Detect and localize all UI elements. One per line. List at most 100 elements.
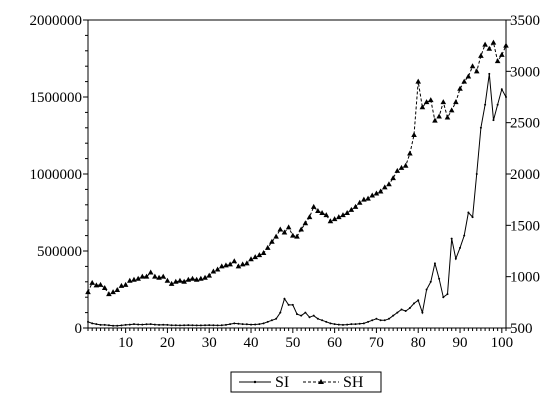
point-SH bbox=[331, 216, 338, 222]
point-SI bbox=[325, 320, 328, 323]
point-SI bbox=[450, 237, 453, 240]
series-layer bbox=[85, 39, 509, 327]
point-SI bbox=[145, 323, 148, 326]
point-SH bbox=[143, 273, 150, 279]
point-SH bbox=[244, 260, 250, 266]
point-SH bbox=[356, 199, 363, 205]
point-SI bbox=[375, 317, 378, 320]
point-SI bbox=[354, 323, 357, 326]
point-SH bbox=[402, 162, 409, 168]
point-SH bbox=[206, 272, 213, 278]
point-SH bbox=[352, 203, 359, 209]
point-SH bbox=[490, 39, 497, 45]
point-SI bbox=[195, 324, 198, 327]
point-SI bbox=[158, 323, 161, 326]
point-SH bbox=[135, 275, 141, 281]
point-SI bbox=[329, 322, 332, 325]
point-SH bbox=[131, 276, 137, 282]
point-SI bbox=[204, 324, 207, 327]
point-SI bbox=[266, 320, 269, 323]
point-SI bbox=[442, 296, 445, 299]
point-SI bbox=[433, 262, 436, 265]
point-SI bbox=[283, 297, 286, 300]
point-SH bbox=[106, 291, 112, 297]
x-tick-label: 30 bbox=[202, 335, 217, 351]
point-SI bbox=[358, 322, 361, 325]
point-SI bbox=[308, 316, 311, 319]
point-SI bbox=[153, 323, 156, 326]
point-SI bbox=[162, 323, 165, 326]
point-SH bbox=[436, 113, 442, 119]
point-SH bbox=[264, 244, 271, 250]
point-SI bbox=[505, 96, 507, 98]
point-SH bbox=[198, 275, 204, 281]
point-SI bbox=[492, 119, 495, 122]
point-SI bbox=[333, 323, 336, 326]
legend-label-SI: SI bbox=[275, 374, 289, 391]
point-SH bbox=[461, 78, 467, 84]
point-SI bbox=[270, 319, 273, 322]
point-SH bbox=[486, 45, 493, 51]
point-SI bbox=[408, 306, 411, 309]
point-SH bbox=[97, 281, 104, 287]
x-axis: 10 20 30 40 50 60 70 80 90 100 bbox=[87, 328, 513, 351]
x-tick-label: 50 bbox=[285, 335, 300, 351]
point-SH bbox=[218, 263, 225, 269]
point-SH bbox=[172, 278, 179, 284]
point-SH bbox=[482, 41, 488, 47]
point-SH bbox=[223, 262, 229, 268]
point-SI bbox=[362, 322, 365, 325]
point-SH bbox=[398, 164, 405, 170]
legend: SI SH bbox=[230, 371, 382, 393]
x-tick-label: 70 bbox=[369, 335, 384, 351]
point-SI bbox=[279, 311, 282, 314]
point-SH bbox=[365, 195, 371, 201]
point-SH bbox=[499, 51, 505, 57]
right-tick-label: 2000 bbox=[510, 167, 540, 183]
right-tick-label: 1500 bbox=[510, 218, 540, 234]
point-SH bbox=[444, 114, 451, 120]
point-SI bbox=[241, 323, 244, 326]
point-SH bbox=[340, 212, 346, 218]
point-SI bbox=[191, 324, 194, 327]
point-SI bbox=[417, 299, 420, 302]
point-SH bbox=[494, 58, 501, 64]
point-SH bbox=[281, 229, 288, 235]
point-SH bbox=[122, 281, 129, 287]
point-SH bbox=[101, 284, 108, 290]
point-SI bbox=[170, 324, 173, 327]
right-tick-label: 3500 bbox=[510, 13, 540, 29]
point-SH bbox=[453, 99, 459, 105]
point-SI bbox=[199, 324, 202, 327]
point-SH bbox=[235, 263, 242, 269]
point-SI bbox=[116, 324, 119, 327]
point-SI bbox=[379, 319, 382, 322]
point-SI bbox=[212, 324, 215, 327]
point-SI bbox=[300, 314, 303, 317]
point-SH bbox=[419, 104, 426, 110]
point-SH bbox=[394, 167, 401, 173]
point-SH bbox=[310, 203, 317, 209]
point-SI bbox=[371, 319, 374, 322]
point-SI bbox=[479, 126, 482, 129]
point-SI bbox=[484, 103, 487, 106]
point-SH bbox=[448, 107, 455, 113]
point-SI bbox=[224, 323, 227, 326]
point-SI bbox=[233, 322, 236, 325]
legend-marker-SI bbox=[253, 380, 257, 384]
point-SI bbox=[438, 277, 441, 280]
point-SH bbox=[256, 252, 263, 258]
point-SI bbox=[245, 323, 248, 326]
point-SI bbox=[95, 323, 98, 326]
series-line-SI bbox=[87, 73, 507, 327]
point-SI bbox=[87, 320, 89, 323]
point-SH bbox=[189, 275, 196, 281]
point-SI bbox=[250, 323, 253, 326]
point-SI bbox=[107, 324, 110, 327]
point-SI bbox=[258, 323, 261, 326]
point-SH bbox=[302, 220, 309, 226]
point-SH bbox=[423, 99, 430, 105]
point-SI bbox=[124, 323, 127, 326]
left-tick-label: 1000000 bbox=[30, 167, 83, 183]
point-SI bbox=[467, 211, 470, 214]
